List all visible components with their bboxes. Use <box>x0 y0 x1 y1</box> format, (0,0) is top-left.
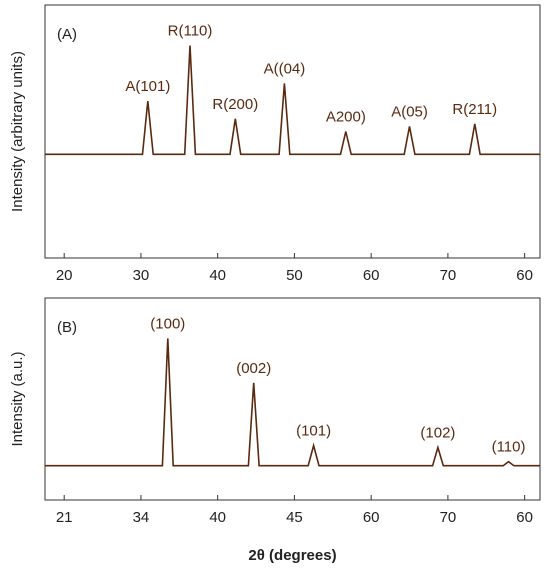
x-tick-label: 40 <box>209 267 226 284</box>
xrd-curve <box>45 45 540 156</box>
x-tick-label: 60 <box>516 267 533 284</box>
x-tick-label: 60 <box>363 267 380 284</box>
x-tick-label: 60 <box>363 509 380 526</box>
x-tick-label: 50 <box>286 267 303 284</box>
panel-label: (B) <box>57 319 77 336</box>
plot-frame <box>44 297 541 501</box>
peak-label: R(211) <box>452 101 497 118</box>
x-tick-label: 30 <box>133 267 150 284</box>
x-tick-label: 70 <box>440 509 457 526</box>
peak-label: (002) <box>236 360 271 377</box>
x-tick-label: 45 <box>286 509 303 526</box>
x-tick-label: 34 <box>133 509 150 526</box>
panel-label: (A) <box>57 26 77 43</box>
peak-label: A(101) <box>125 78 170 95</box>
peak-label: A200) <box>326 108 366 125</box>
plot-frame <box>44 4 541 259</box>
x-tick-label: 21 <box>56 509 73 526</box>
x-tick-label: 20 <box>56 267 73 284</box>
peak-label: (100) <box>150 315 185 332</box>
y-axis-label: Intensity (arbitrary units) <box>9 51 26 212</box>
peak-label: (110) <box>492 439 526 456</box>
x-axis-label: 2θ (degrees) <box>248 547 336 564</box>
x-tick-label: 70 <box>440 267 457 284</box>
x-tick-label: 60 <box>516 509 533 526</box>
y-axis-label: Intensity (a.u.) <box>9 351 26 446</box>
peak-label: (101) <box>296 422 331 439</box>
peak-label: (102) <box>420 424 455 441</box>
peak-label: A(05) <box>391 103 428 120</box>
x-tick-label: 40 <box>209 509 226 526</box>
peak-label: R(200) <box>212 96 258 113</box>
xrd-curve <box>45 338 540 467</box>
peak-label: R(110) <box>168 22 213 39</box>
peak-label: A((04) <box>264 60 306 77</box>
